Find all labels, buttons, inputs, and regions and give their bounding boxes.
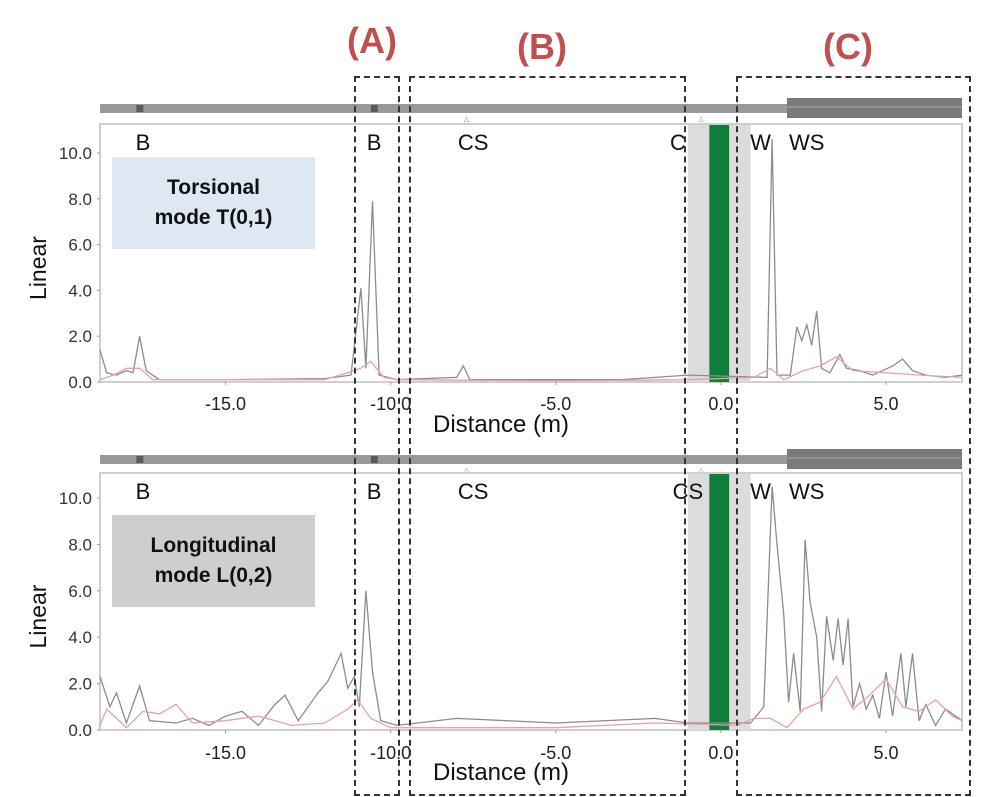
feature-label-cs: CS [458,130,489,155]
feature-label-b: B [367,479,382,504]
mode-label-line2: mode L(0,2) [154,564,273,587]
x-tick-label: -15.0 [205,743,246,763]
y-axis-title: Linear [25,584,51,648]
mode-label-longitudinal: Longitudinal mode L(0,2) [112,515,315,607]
region-box-c [736,76,971,796]
feature-label-b: B [136,479,151,504]
region-box-a [354,76,400,796]
y-tick-label: 2.0 [68,327,92,346]
y-tick-label: 4.0 [68,628,92,647]
region-label-c: (C) [823,26,873,67]
feature-label-ws: WS [789,130,824,155]
x-tick-label: -15.0 [205,394,246,414]
y-tick-label: 10.0 [59,489,92,508]
feature-label-w: W [750,479,771,504]
y-tick-label: 6.0 [68,236,92,255]
x-tick-label: -10.0 [370,394,411,414]
region-label-b: (B) [517,26,567,67]
y-tick-label: 0.0 [68,721,92,740]
svg-text:△: △ [464,116,470,123]
feature-label-b: B [367,130,382,155]
region-box-b [409,76,686,796]
y-axis-title: Linear [25,236,51,300]
x-tick-label: -5.0 [540,394,571,414]
y-tick-label: 8.0 [68,535,92,554]
y-tick-label: 10.0 [59,144,92,163]
x-axis-title: Distance (m) [433,411,569,438]
svg-text:△: △ [698,116,704,123]
y-tick-label: 4.0 [68,281,92,300]
mode-label-line2: mode T(0,1) [154,206,273,229]
x-tick-label: 0.0 [708,743,733,763]
feature-label-ws: WS [789,479,824,504]
region-label-a: (A) [347,20,397,61]
x-tick-label: 0.0 [708,394,733,414]
x-tick-label: -10.0 [370,743,411,763]
series-pink-line [99,356,963,382]
mode-label-line1: Longitudinal [150,534,277,557]
svg-text:△: △ [698,467,704,474]
series-pink-line [99,675,963,729]
x-tick-label: 5.0 [874,743,899,763]
feature-label-c: C [670,130,686,155]
y-tick-label: 6.0 [68,582,92,601]
svg-text:△: △ [464,467,470,474]
feature-label-cs: CS [673,479,704,504]
y-tick-label: 0.0 [68,373,92,392]
feature-label-w: W [750,130,771,155]
x-axis-title: Distance (m) [433,759,569,786]
mode-label-torsional: Torsional mode T(0,1) [112,157,315,249]
x-tick-label: 5.0 [874,394,899,414]
series-gray-line [99,486,963,727]
y-tick-label: 2.0 [68,675,92,694]
y-tick-label: 8.0 [68,190,92,209]
x-tick-label: -5.0 [540,743,571,763]
feature-label-b: B [136,130,151,155]
mode-label-line1: Torsional [167,176,260,199]
feature-label-cs: CS [458,479,489,504]
